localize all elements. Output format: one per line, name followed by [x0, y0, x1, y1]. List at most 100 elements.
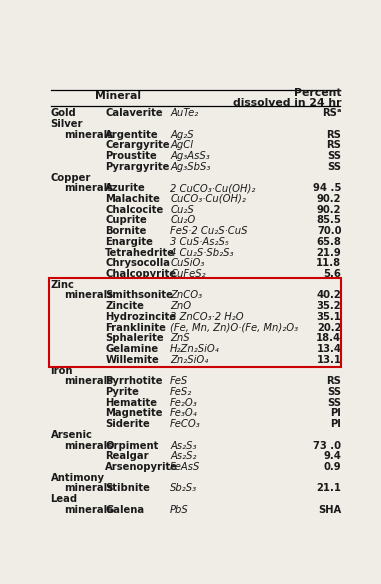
Text: Gold: Gold	[51, 108, 76, 118]
Text: PI: PI	[331, 419, 341, 429]
Text: Orpiment: Orpiment	[105, 440, 158, 451]
Text: FeS·2 Cu₂S·CuS: FeS·2 Cu₂S·CuS	[170, 226, 248, 236]
Text: As₂S₂: As₂S₂	[170, 451, 197, 461]
Text: ZnCO₃: ZnCO₃	[170, 290, 202, 301]
Text: Zn₂SiO₄: Zn₂SiO₄	[170, 355, 208, 365]
Text: H₂Zn₂SiO₄: H₂Zn₂SiO₄	[170, 344, 220, 354]
Text: 3 CuS·As₂S₅: 3 CuS·As₂S₅	[170, 237, 229, 247]
Text: FeCO₃: FeCO₃	[170, 419, 201, 429]
Text: Silver: Silver	[51, 119, 83, 129]
Text: 94 .5: 94 .5	[313, 183, 341, 193]
Text: Malachite: Malachite	[105, 194, 160, 204]
Text: minerals: minerals	[64, 130, 113, 140]
Text: SS: SS	[327, 151, 341, 161]
Text: 4 Cu₂S·Sb₂S₃: 4 Cu₂S·Sb₂S₃	[170, 248, 234, 258]
Text: minerals: minerals	[64, 484, 113, 493]
Text: Azurite: Azurite	[105, 183, 146, 193]
Text: FeS: FeS	[170, 376, 189, 386]
Text: Stibnite: Stibnite	[105, 484, 150, 493]
Text: 0.9: 0.9	[324, 462, 341, 472]
Text: 9.4: 9.4	[323, 451, 341, 461]
Text: dissolved in 24 hr: dissolved in 24 hr	[233, 98, 341, 107]
Text: Zincite: Zincite	[105, 301, 144, 311]
Text: ZnO: ZnO	[170, 301, 191, 311]
Text: Sphalerite: Sphalerite	[105, 333, 164, 343]
Text: 20.2: 20.2	[317, 322, 341, 333]
Text: Cerargyrite: Cerargyrite	[105, 140, 170, 150]
Text: FeS₂: FeS₂	[170, 387, 192, 397]
Text: 90.2: 90.2	[317, 205, 341, 215]
Text: minerals: minerals	[64, 183, 113, 193]
Text: Chalcopyrite: Chalcopyrite	[105, 269, 176, 279]
Text: RS: RS	[327, 140, 341, 150]
Text: CuCO₃·Cu(OH)₂: CuCO₃·Cu(OH)₂	[170, 194, 246, 204]
Text: minerals: minerals	[64, 290, 113, 301]
Text: 35.2: 35.2	[317, 301, 341, 311]
Text: Hematite: Hematite	[105, 398, 157, 408]
Text: Pyrite: Pyrite	[105, 387, 139, 397]
Text: Fe₃O₄: Fe₃O₄	[170, 408, 198, 418]
Text: 35.1: 35.1	[317, 312, 341, 322]
Text: Gelamine: Gelamine	[105, 344, 158, 354]
Text: Galena: Galena	[105, 505, 144, 515]
Text: 5.6: 5.6	[323, 269, 341, 279]
Text: Enargite: Enargite	[105, 237, 153, 247]
Text: 85.5: 85.5	[317, 215, 341, 225]
Text: Arsenopyrite: Arsenopyrite	[105, 462, 178, 472]
Text: Pyrargyrite: Pyrargyrite	[105, 162, 170, 172]
Text: 21.1: 21.1	[317, 484, 341, 493]
Text: Percent: Percent	[294, 88, 341, 98]
Text: SS: SS	[327, 387, 341, 397]
Text: Cu₂O: Cu₂O	[170, 215, 195, 225]
Text: Lead: Lead	[51, 494, 78, 504]
Text: Ag₃AsS₃: Ag₃AsS₃	[170, 151, 210, 161]
Text: 70.0: 70.0	[317, 226, 341, 236]
Text: PI: PI	[331, 408, 341, 418]
Text: Sb₂S₃: Sb₂S₃	[170, 484, 197, 493]
Text: Iron: Iron	[51, 366, 73, 376]
Text: 2 CuCO₃·Cu(OH)₂: 2 CuCO₃·Cu(OH)₂	[170, 183, 256, 193]
Text: ZnS: ZnS	[170, 333, 190, 343]
Text: Magnetite: Magnetite	[105, 408, 163, 418]
Bar	[49, 278, 341, 367]
Text: 65.8: 65.8	[317, 237, 341, 247]
Text: 18.4: 18.4	[316, 333, 341, 343]
Text: Calaverite: Calaverite	[105, 108, 163, 118]
Text: Zinc: Zinc	[51, 280, 74, 290]
Text: As₂S₃: As₂S₃	[170, 440, 197, 451]
Text: Smithsonite: Smithsonite	[105, 290, 173, 301]
Text: FeAsS: FeAsS	[170, 462, 200, 472]
Text: CuFeS₂: CuFeS₂	[170, 269, 206, 279]
Text: minerals: minerals	[64, 376, 113, 386]
Text: SS: SS	[327, 162, 341, 172]
Text: Tetrahedrite: Tetrahedrite	[105, 248, 175, 258]
Text: 21.9: 21.9	[317, 248, 341, 258]
Text: Franklinite: Franklinite	[105, 322, 166, 333]
Text: RS: RS	[327, 376, 341, 386]
Text: 3 ZnCO₃·2 H₂O: 3 ZnCO₃·2 H₂O	[170, 312, 244, 322]
Text: Willemite: Willemite	[105, 355, 159, 365]
Text: Argentite: Argentite	[105, 130, 159, 140]
Text: Copper: Copper	[51, 172, 91, 183]
Text: CuSiO₃: CuSiO₃	[170, 258, 205, 268]
Text: 73 .0: 73 .0	[314, 440, 341, 451]
Text: RSᵃ: RSᵃ	[322, 108, 341, 118]
Text: Siderite: Siderite	[105, 419, 150, 429]
Text: Arsenic: Arsenic	[51, 430, 93, 440]
Text: minerals: minerals	[64, 505, 113, 515]
Text: 90.2: 90.2	[317, 194, 341, 204]
Text: 40.2: 40.2	[317, 290, 341, 301]
Text: RS: RS	[327, 130, 341, 140]
Text: Chrysocolla: Chrysocolla	[105, 258, 170, 268]
Text: 11.8: 11.8	[316, 258, 341, 268]
Text: Realgar: Realgar	[105, 451, 149, 461]
Text: Ag₃SbS₃: Ag₃SbS₃	[170, 162, 211, 172]
Text: 13.1: 13.1	[317, 355, 341, 365]
Text: Bornite: Bornite	[105, 226, 147, 236]
Text: Mineral: Mineral	[95, 91, 141, 101]
Text: Pyrrhotite: Pyrrhotite	[105, 376, 163, 386]
Text: PbS: PbS	[170, 505, 189, 515]
Text: SHA: SHA	[318, 505, 341, 515]
Text: Fe₂O₃: Fe₂O₃	[170, 398, 198, 408]
Text: minerals: minerals	[64, 440, 113, 451]
